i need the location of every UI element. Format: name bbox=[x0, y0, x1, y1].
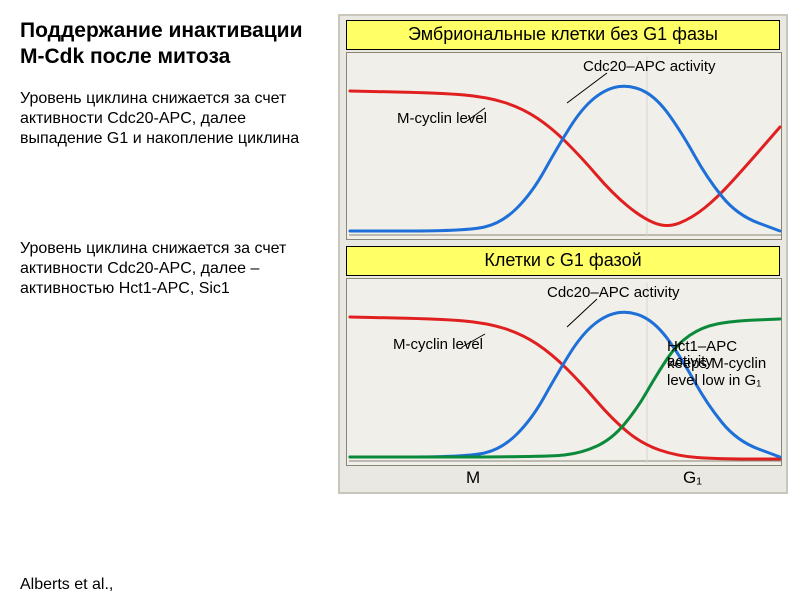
figure-panel: Эмбриональные клетки без G1 фазы Cdc20–A… bbox=[338, 14, 788, 494]
axis-m: M bbox=[466, 468, 480, 488]
chart-text-label: M-cyclin level bbox=[393, 337, 483, 353]
axis-g1: G₁ bbox=[683, 468, 702, 488]
figure-label-mid: Клетки с G1 фазой bbox=[346, 246, 780, 276]
chart-embryonic: Cdc20–APC activity M-cyclin level bbox=[346, 52, 782, 240]
chart-text-label: Cdc20–APC activity bbox=[583, 59, 716, 75]
chart-text-label: Cdc20–APC activity bbox=[547, 285, 680, 301]
x-axis-labels: M G₁ bbox=[346, 468, 782, 488]
paragraph-2: Уровень циклина снижается за счет активн… bbox=[20, 239, 320, 299]
figure-label-top: Эмбриональные клетки без G1 фазы bbox=[346, 20, 780, 50]
curve-cdc20-apc bbox=[350, 86, 780, 231]
citation: Alberts et al., bbox=[20, 576, 113, 594]
paragraph-1: Уровень циклина снижается за счет активн… bbox=[20, 89, 320, 149]
slide-title: Поддержание инактивации M-Cdk после мито… bbox=[20, 18, 320, 71]
chart-g1: Cdc20–APC activityM-cyclin levelHct1–APC… bbox=[346, 278, 782, 466]
chart-text-label: M-cyclin level bbox=[397, 111, 487, 127]
chart-text-label: keeps M-cyclin bbox=[667, 356, 766, 372]
chart-text-label: level low in G₁ bbox=[667, 373, 761, 389]
